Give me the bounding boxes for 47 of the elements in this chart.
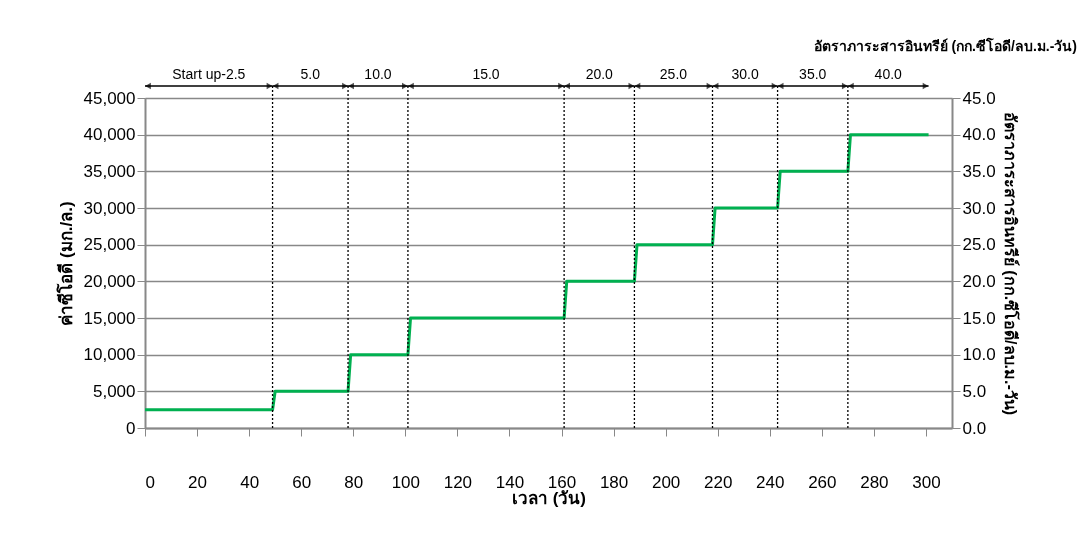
text: อัตราภาระสารอินทรีย์ (กก.ซีโอดี/ลบ.ม.-วัน) bbox=[813, 37, 1077, 54]
x-tick-label: 280 bbox=[860, 472, 889, 492]
y-axis-title: ค่าซีโอดี (มก./ล.) bbox=[55, 201, 76, 326]
text: 25.0 bbox=[659, 66, 688, 82]
y2-tick-label: 10.0 bbox=[962, 345, 996, 365]
y-tick-label: 0 bbox=[126, 418, 136, 438]
text: Start up-2.5 bbox=[172, 66, 246, 82]
x-tick-label: 260 bbox=[808, 472, 837, 492]
y2-tick-label: 45.0 bbox=[962, 88, 996, 108]
y2-tick-label: 5.0 bbox=[962, 381, 987, 401]
text: 40.0 bbox=[874, 66, 903, 82]
y2-tick-label: 40.0 bbox=[962, 125, 996, 145]
x-tick-label: 120 bbox=[443, 472, 473, 492]
x-tick-label: 100 bbox=[391, 472, 421, 492]
x-tick-label: 240 bbox=[756, 472, 785, 492]
x-tick-label: 40 bbox=[240, 472, 260, 492]
y2-tick-label: 0.0 bbox=[962, 418, 987, 438]
y-tick-label: 20,000 bbox=[83, 271, 136, 291]
y-tick-label: 45,000 bbox=[83, 88, 136, 108]
y-tick-label: 30,000 bbox=[83, 198, 136, 218]
y-tick-label: 10,000 bbox=[83, 345, 136, 365]
x-tick-label: 20 bbox=[188, 472, 208, 492]
y2-tick-label: 35.0 bbox=[962, 161, 996, 181]
y-tick-label: 5,000 bbox=[92, 381, 136, 401]
y2-tick-label: 15.0 bbox=[962, 308, 996, 328]
text: 35.0 bbox=[799, 66, 827, 82]
y-tick-label: 40,000 bbox=[83, 125, 136, 145]
y-tick-label: 15,000 bbox=[83, 308, 136, 328]
x-tick-label: 60 bbox=[292, 472, 312, 492]
line-series bbox=[143, 133, 931, 412]
x-tick-label: 220 bbox=[704, 472, 733, 492]
x-tick-label: 200 bbox=[651, 472, 681, 492]
y2-tick-label: 25.0 bbox=[962, 235, 996, 255]
text: 5.0 bbox=[300, 66, 321, 82]
y-tick-label: 35,000 bbox=[83, 161, 136, 181]
text: 20.0 bbox=[585, 66, 614, 82]
x-tick-label: 80 bbox=[344, 472, 364, 492]
x-tick-label: 300 bbox=[912, 472, 941, 492]
text: 30.0 bbox=[731, 66, 759, 82]
text: 15.0 bbox=[472, 66, 500, 82]
y2-tick-label: 30.0 bbox=[962, 198, 996, 218]
text: 10.0 bbox=[364, 66, 392, 82]
y-tick-label: 25,000 bbox=[83, 235, 136, 255]
y2-tick-label: 20.0 bbox=[962, 271, 996, 291]
x-tick-label: 180 bbox=[599, 472, 629, 492]
y2-axis-title: อัตราภาระสารอินทรีย์ (กก.ซีโอดี/ลบ.ม.-วัน) bbox=[1001, 111, 1021, 416]
x-tick-label: 0 bbox=[145, 472, 155, 492]
